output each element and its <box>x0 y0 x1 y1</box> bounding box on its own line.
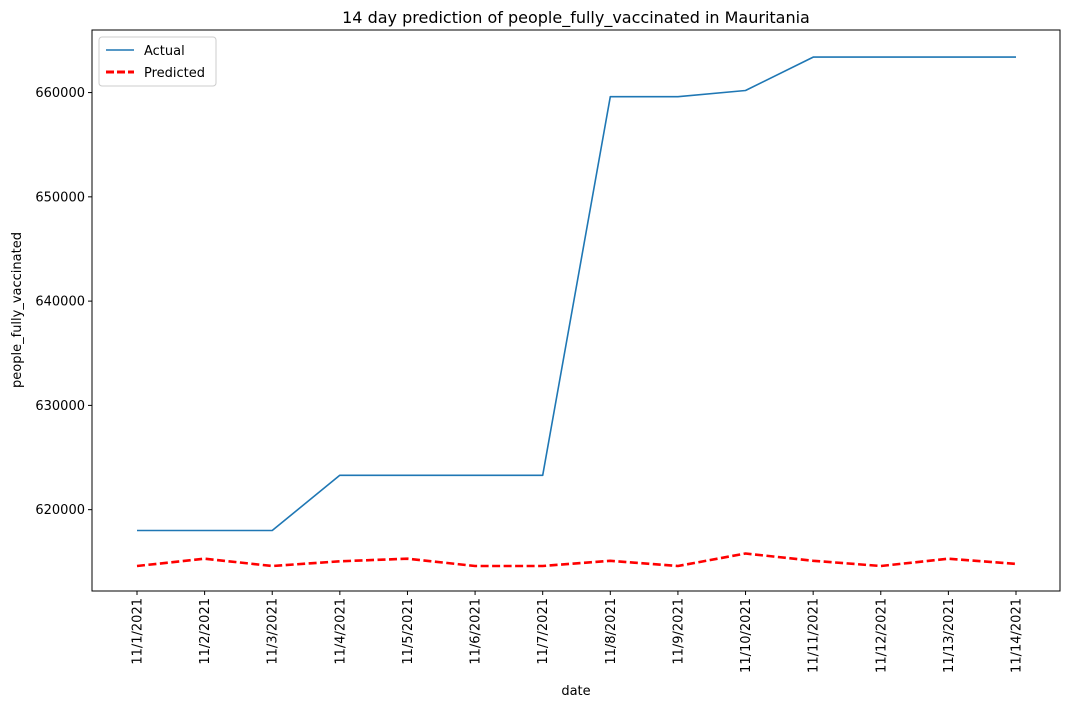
x-tick-label: 11/9/2021 <box>671 598 686 665</box>
x-tick-label: 11/4/2021 <box>333 598 348 665</box>
y-tick-label: 620000 <box>35 503 85 518</box>
x-axis: 11/1/2021 11/2/2021 11/3/2021 11/4/2021 11/5… <box>131 591 1025 673</box>
x-axis-label: date <box>561 684 590 699</box>
chart-title: 14 day prediction of people_fully_vaccin… <box>342 8 810 28</box>
y-tick-label: 630000 <box>35 399 85 414</box>
y-axis: 620000 630000 640000 650000 660000 <box>35 86 92 518</box>
x-tick-label: 11/8/2021 <box>604 598 619 665</box>
legend-label-predicted: Predicted <box>144 66 205 81</box>
x-tick-label: 11/10/2021 <box>739 598 754 673</box>
y-axis-label: people_fully_vaccinated <box>10 232 25 388</box>
x-tick-label: 11/14/2021 <box>1010 598 1025 673</box>
series-lines <box>136 56 1017 568</box>
legend-label-actual: Actual <box>144 44 185 59</box>
legend: Actual Predicted <box>98 36 217 87</box>
x-tick-label: 11/3/2021 <box>266 598 281 665</box>
series-line-actual <box>137 56 1016 532</box>
x-tick-label: 11/5/2021 <box>401 598 416 665</box>
x-tick-label: 11/6/2021 <box>469 598 484 665</box>
y-tick-label: 660000 <box>35 86 85 101</box>
x-tick-label: 11/12/2021 <box>874 598 889 673</box>
x-tick-label: 11/1/2021 <box>131 598 146 665</box>
y-tick-label: 650000 <box>35 190 85 205</box>
x-tick-label: 11/11/2021 <box>807 598 822 673</box>
x-tick-label: 11/13/2021 <box>942 598 957 673</box>
y-tick-label: 640000 <box>35 295 85 310</box>
x-tick-label: 11/2/2021 <box>198 598 213 665</box>
plot-area <box>91 29 1061 592</box>
x-tick-label: 11/7/2021 <box>536 598 551 665</box>
series-line-predicted <box>136 552 1017 568</box>
